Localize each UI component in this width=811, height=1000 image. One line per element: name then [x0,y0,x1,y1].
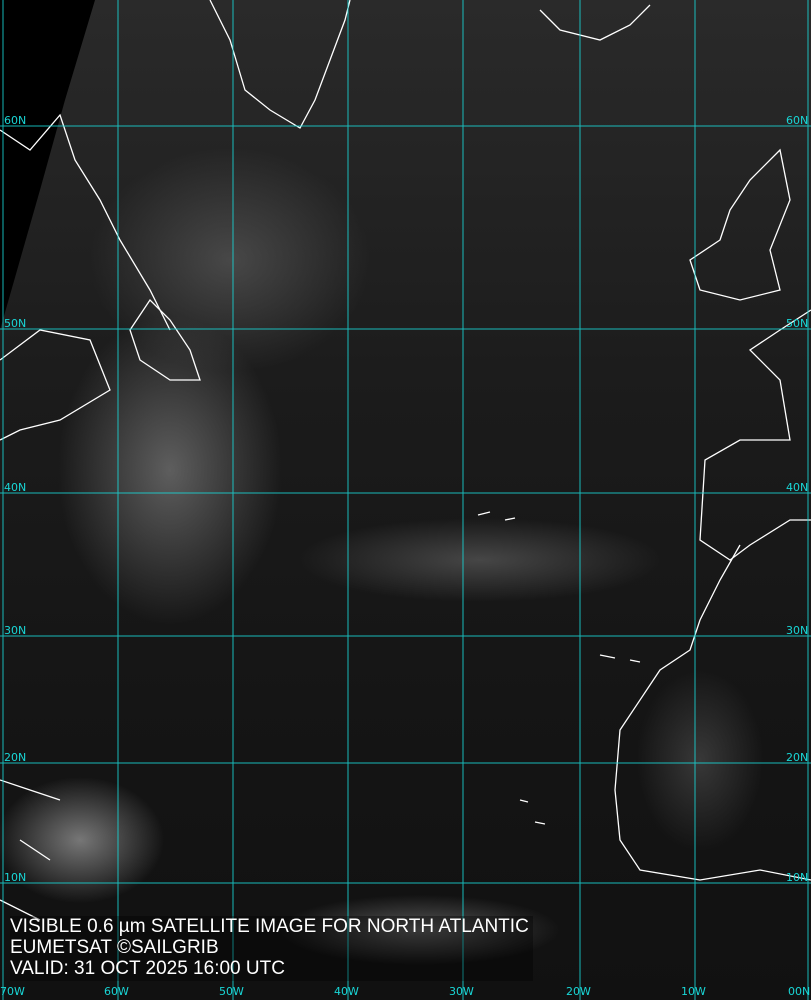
latitude-label: 20N [4,751,27,764]
latitude-label: 40N [786,481,809,494]
latitude-label: 30N [4,624,27,637]
latitude-label: 30N [786,624,809,637]
latitude-label: 40N [4,481,27,494]
iceland-coast [539,4,651,41]
caribbean-coast [0,779,61,921]
longitude-label: 70W [0,985,25,998]
latitude-label: 60N [4,114,27,127]
latitude-label: 50N [4,317,27,330]
latitude-label: 10N [4,871,27,884]
image-caption: VISIBLE 0.6 µm SATELLITE IMAGE FOR NORTH… [10,916,533,981]
caption-title: VISIBLE 0.6 µm SATELLITE IMAGE FOR NORTH… [10,916,529,937]
longitude-label: 40W [334,985,359,998]
latitude-label: 50N [786,317,809,330]
longitude-label: 00N [788,985,811,998]
cape-verde [519,799,546,825]
europe-coast [699,309,811,561]
canary-islands [599,654,641,663]
longitude-label: 20W [566,985,591,998]
azores [477,511,516,521]
british-isles-coast [689,148,791,301]
longitude-label: 60W [104,985,129,998]
no-data-region [0,0,95,330]
latitude-label: 20N [786,751,809,764]
newfoundland-coast [129,298,201,381]
longitude-label: 10W [681,985,706,998]
latitude-label: 10N [786,871,809,884]
labrador-coast [0,113,171,331]
africa-coast [614,544,811,881]
longitude-label: 30W [449,985,474,998]
caption-source: EUMETSAT ©SAILGRIB [10,937,219,958]
nova-scotia-coast [0,329,111,441]
caption-valid-time: VALID: 31 OCT 2025 16:00 UTC [10,958,285,979]
greenland-coast [209,0,351,129]
longitude-label: 50W [219,985,244,998]
latitude-label: 60N [786,114,809,127]
